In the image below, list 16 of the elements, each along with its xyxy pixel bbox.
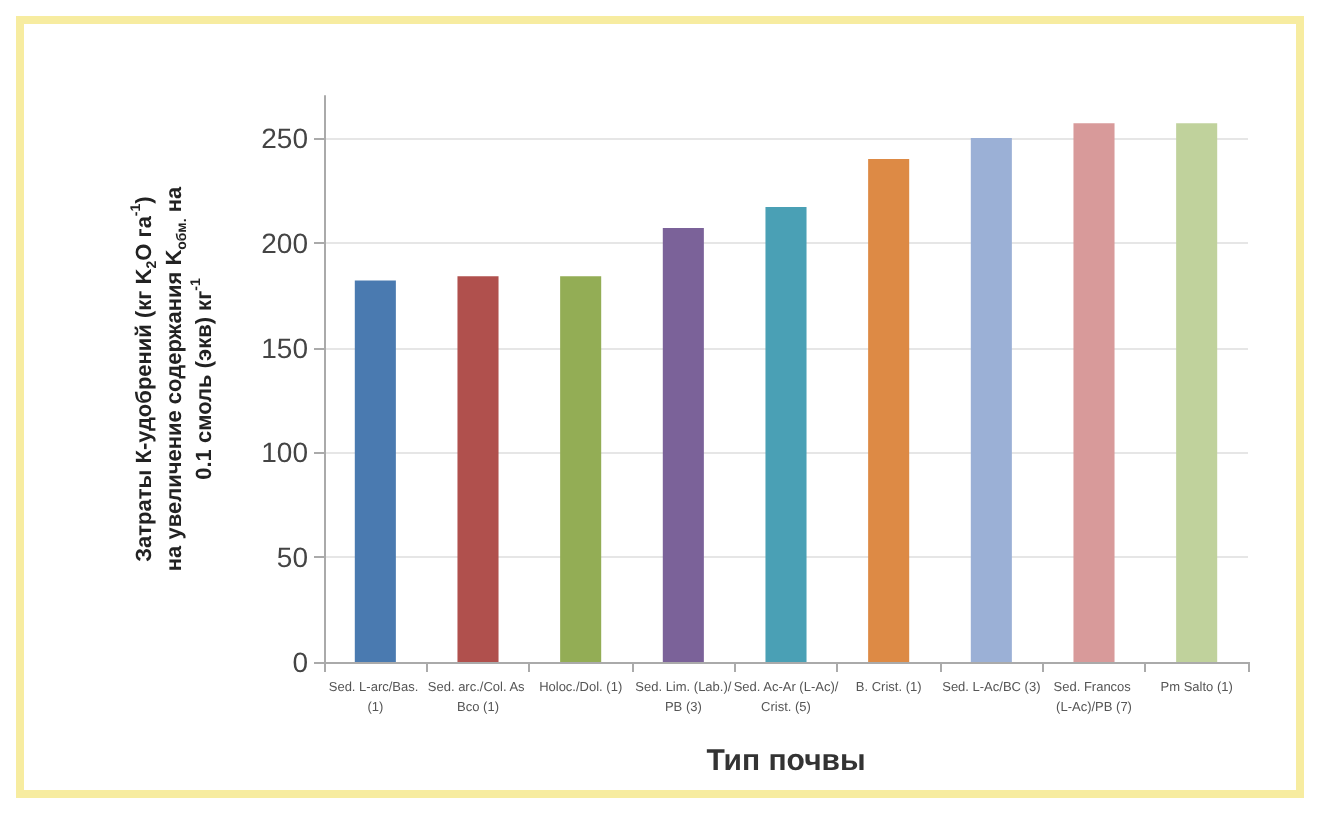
- y-tick-label: 0: [292, 646, 309, 678]
- y-tick-label: 250: [261, 121, 309, 154]
- y-tick-label: 50: [276, 541, 309, 574]
- y-tick-label: 100: [261, 436, 309, 469]
- bar: [868, 158, 910, 662]
- bar: [1176, 123, 1218, 662]
- bar: [970, 137, 1012, 662]
- bar: [765, 207, 807, 662]
- bar: [560, 276, 602, 662]
- y-tick-label: 200: [261, 226, 309, 259]
- bar: [1073, 123, 1115, 662]
- bar: [457, 276, 499, 662]
- bar: [354, 280, 396, 662]
- x-axis-title: Тип почвы: [706, 744, 866, 778]
- y-tick-label: 150: [261, 331, 309, 364]
- bar: [662, 228, 704, 662]
